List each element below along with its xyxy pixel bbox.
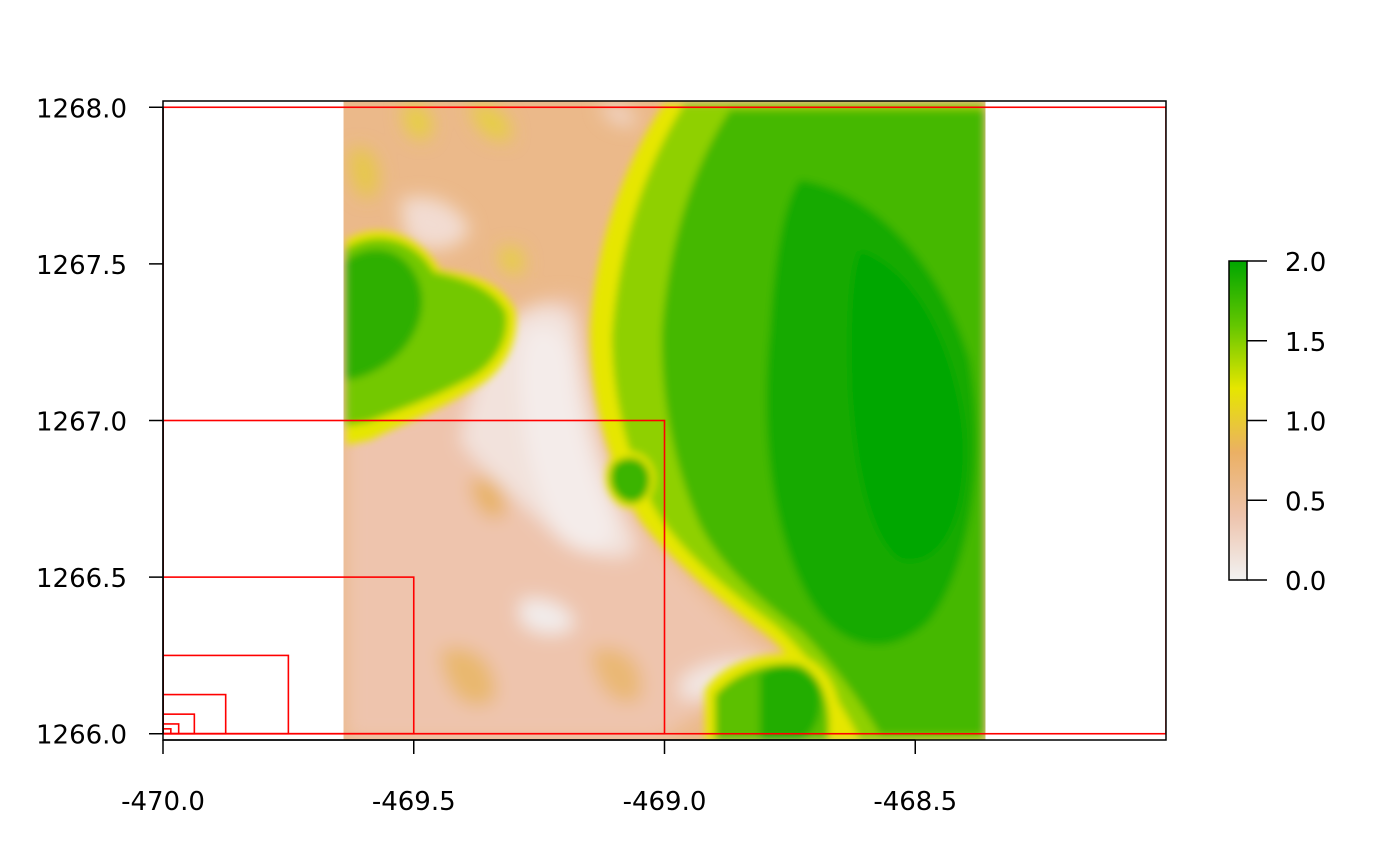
x-axis: -470.0 -469.5 -469.0 -468.5 <box>121 739 957 817</box>
colorbar-tick-label: 0.5 <box>1285 487 1326 517</box>
y-tick-label: 1267.5 <box>36 251 127 281</box>
colorbar-legend: 0.0 0.5 1.0 1.5 2.0 <box>1228 248 1326 597</box>
red-rectangles <box>163 106 1166 735</box>
colorbar-tick-label: 1.0 <box>1285 408 1326 438</box>
x-tick-label: -469.0 <box>623 787 707 817</box>
colorbar-tick-label: 2.0 <box>1285 248 1326 278</box>
x-tick-label: -470.0 <box>121 787 205 817</box>
raster-image <box>343 101 986 740</box>
colorbar-tick-label: 1.5 <box>1285 328 1326 358</box>
y-tick-label: 1268.0 <box>36 94 127 124</box>
y-tick-label: 1266.0 <box>36 721 127 751</box>
y-axis: 1266.0 1266.5 1267.0 1267.5 1268.0 <box>36 94 164 751</box>
colorbar-tick-label: 0.0 <box>1285 567 1326 597</box>
colorbar-ramp <box>1228 260 1248 581</box>
red-rectangle <box>163 728 172 735</box>
x-tick-label: -468.5 <box>873 787 957 817</box>
x-tick-label: -469.5 <box>372 787 456 817</box>
y-tick-label: 1266.5 <box>36 564 127 594</box>
y-tick-label: 1267.0 <box>36 408 127 438</box>
